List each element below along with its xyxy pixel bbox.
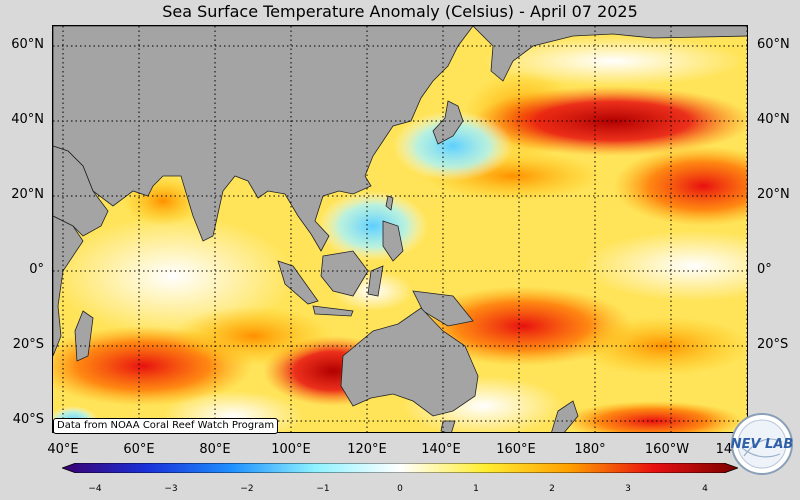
lat-label-left-40n: 40°N — [11, 112, 44, 127]
colorbar-tick-neg1: −1 — [316, 484, 330, 494]
map-gridlines — [53, 26, 747, 432]
colorbar-tick-neg4: −4 — [88, 484, 102, 494]
lat-label-left-20s: 20°S — [12, 337, 44, 352]
colorbar-tick-1: 1 — [473, 484, 479, 494]
lat-label-left-40s: 40°S — [12, 412, 44, 427]
colorbar — [62, 463, 738, 473]
borneo — [320, 250, 369, 297]
colorbar-tick-2: 2 — [549, 484, 555, 494]
lon-label-140e: 140°E — [421, 442, 461, 457]
data-credit: Data from NOAA Coral Reef Watch Program — [53, 418, 279, 434]
map-canvas — [53, 26, 747, 432]
new-guinea — [412, 290, 474, 327]
colorbar-tick-neg3: −3 — [164, 484, 178, 494]
lat-label-right-20n: 20°N — [757, 187, 790, 202]
land-masses — [53, 26, 747, 432]
java — [312, 305, 354, 317]
tasmania — [440, 420, 456, 432]
asia-landmass — [53, 26, 474, 252]
sst-anomaly-map — [52, 25, 748, 433]
lon-label-60e: 60°E — [123, 442, 155, 457]
taiwan — [385, 195, 394, 211]
lon-label-160e: 160°E — [496, 442, 536, 457]
colorbar-tick-3: 3 — [625, 484, 631, 494]
new-zealand — [551, 400, 579, 432]
map-title: Sea Surface Temperature Anomaly (Celsius… — [162, 2, 638, 21]
africa-landmass — [53, 215, 84, 357]
kamchatka-landmass — [472, 26, 747, 82]
colorbar-tick-neg2: −2 — [240, 484, 254, 494]
japan — [432, 100, 464, 145]
lat-label-right-equator: 0° — [757, 262, 772, 277]
lon-label-100e: 100°E — [271, 442, 311, 457]
australia-landmass — [340, 307, 479, 417]
lat-label-left-20n: 20°N — [11, 187, 44, 202]
philippines — [382, 220, 404, 262]
lat-label-right-40n: 40°N — [757, 112, 790, 127]
lat-label-left-equator: 0° — [29, 262, 44, 277]
logo-text: NEV LAB — [731, 437, 794, 452]
lon-label-40e: 40°E — [47, 442, 79, 457]
lat-label-right-60n: 60°N — [757, 37, 790, 52]
nev-lab-logo: NEV LAB — [731, 413, 794, 475]
lon-label-180: 180° — [574, 442, 606, 457]
sulawesi — [367, 265, 384, 297]
colorbar-tick-0: 0 — [397, 484, 403, 494]
colorbar-gradient — [62, 463, 738, 473]
colorbar-tick-4: 4 — [702, 484, 708, 494]
lat-label-left-60n: 60°N — [11, 37, 44, 52]
lon-label-80e: 80°E — [199, 442, 231, 457]
lon-label-120e: 120°E — [347, 442, 387, 457]
lat-label-right-20s: 20°S — [757, 337, 789, 352]
madagascar — [74, 310, 94, 362]
lon-label-160w: 160°W — [644, 442, 690, 457]
